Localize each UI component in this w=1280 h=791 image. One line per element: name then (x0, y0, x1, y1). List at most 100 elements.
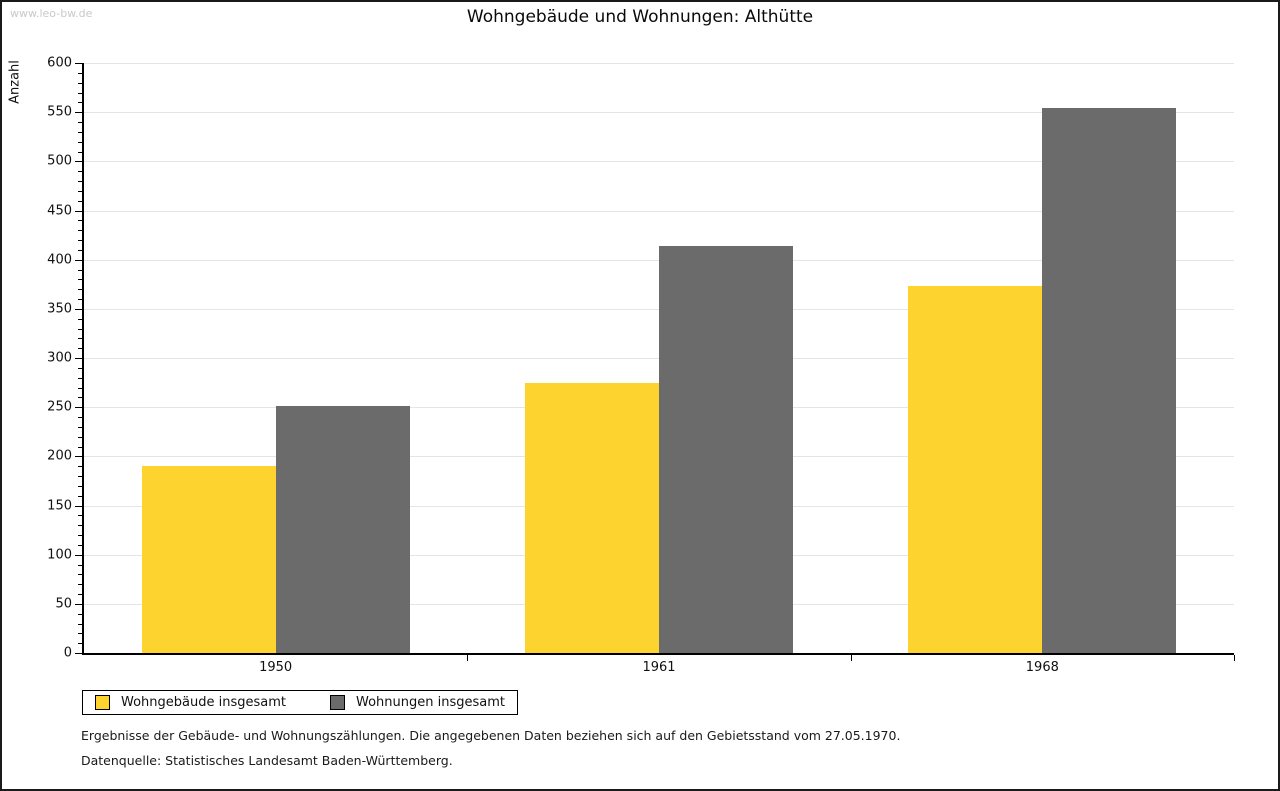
y-minor-tick (78, 417, 82, 418)
y-major-tick (75, 554, 82, 556)
legend: Wohngebäude insgesamt Wohnungen insgesamt (82, 690, 518, 715)
y-minor-tick (78, 594, 82, 595)
legend-item: Wohnungen insgesamt (330, 695, 505, 710)
y-minor-tick (78, 200, 82, 202)
y-minor-tick (78, 289, 82, 291)
y-minor-tick (78, 397, 82, 399)
y-minor-tick (78, 446, 82, 448)
y-minor-tick (78, 348, 82, 350)
y-major-tick (75, 210, 82, 212)
plot-area: 0 50 100 150 200 250 300 350 400 450 500 550 600 1950… (47, 56, 1235, 675)
y-major-tick (75, 407, 82, 409)
y-axis-title: Anzahl (7, 60, 23, 104)
y-minor-tick (78, 485, 82, 487)
footnote-line-1: Ergebnisse der Gebäude- und Wohnungszähl… (81, 728, 901, 743)
y-minor-tick (78, 328, 82, 330)
legend-item-label: Wohngebäude insgesamt (121, 695, 286, 710)
y-minor-tick (78, 535, 82, 536)
y-axis-line (82, 63, 84, 655)
y-minor-tick (78, 279, 82, 281)
y-tick-label: 250 (47, 399, 72, 415)
y-minor-tick (78, 466, 82, 468)
y-minor-tick (78, 387, 82, 389)
gridline (84, 210, 1234, 212)
y-minor-tick (78, 338, 82, 340)
y-major-tick (75, 259, 82, 261)
y-minor-tick (78, 171, 82, 173)
bar (908, 286, 1043, 653)
y-major-tick (75, 161, 82, 163)
y-minor-tick (78, 249, 82, 251)
y-minor-tick (78, 544, 82, 546)
y-minor-tick (78, 299, 82, 300)
x-category-label: 1968 (1025, 660, 1059, 675)
x-boundary-tick (1234, 655, 1235, 661)
footnote-line-2: Datenquelle: Statistisches Landesamt Bad… (81, 753, 453, 768)
y-tick-label: 100 (47, 547, 72, 563)
y-minor-tick (78, 564, 82, 566)
y-minor-tick (78, 92, 82, 94)
gridline (84, 161, 1234, 163)
gridline (84, 63, 1234, 64)
y-tick-label: 50 (55, 596, 72, 612)
y-minor-tick (78, 151, 82, 153)
y-minor-tick (78, 318, 82, 320)
y-minor-tick (78, 269, 82, 271)
legend-item: Wohngebäude insgesamt (95, 695, 286, 710)
bar (659, 245, 793, 653)
y-minor-tick (78, 623, 82, 625)
y-minor-tick (78, 82, 82, 84)
x-category-label: 1961 (642, 660, 676, 675)
y-major-tick (75, 603, 82, 605)
y-minor-tick (78, 643, 82, 645)
y-minor-tick (78, 633, 82, 635)
y-major-tick (75, 358, 82, 359)
y-minor-tick (78, 525, 82, 527)
y-minor-tick (78, 613, 82, 615)
y-minor-tick (78, 377, 82, 379)
bar (525, 382, 659, 653)
y-major-tick (75, 63, 82, 64)
y-minor-tick (78, 436, 82, 438)
x-boundary-tick (850, 655, 852, 661)
y-minor-tick (78, 190, 82, 192)
chart-title: Wohngebäude und Wohnungen: Althütte (466, 7, 814, 27)
bar (275, 406, 410, 653)
y-tick-label: 350 (47, 301, 72, 317)
legend-item-label: Wohnungen insgesamt (356, 695, 505, 710)
y-major-tick (75, 308, 82, 310)
y-minor-tick (78, 515, 82, 517)
x-axis-line (82, 653, 1234, 655)
y-major-tick (75, 112, 82, 114)
y-minor-tick (78, 574, 82, 576)
y-minor-tick (78, 367, 82, 369)
y-minor-tick (78, 240, 82, 241)
y-tick-label: 400 (47, 252, 72, 268)
y-minor-tick (78, 476, 82, 477)
y-minor-tick (78, 220, 82, 222)
y-tick-label: 200 (47, 448, 72, 464)
y-minor-tick (78, 72, 82, 74)
bar (1042, 108, 1177, 653)
watermark: www.leo-bw.de (10, 7, 93, 20)
x-category-label: 1950 (259, 660, 293, 675)
x-boundary-tick (467, 655, 469, 661)
y-minor-tick (78, 584, 82, 586)
y-tick-label: 300 (47, 350, 72, 366)
y-minor-tick (78, 230, 82, 232)
y-tick-label: 600 (47, 55, 72, 71)
y-tick-label: 450 (47, 203, 72, 218)
y-minor-tick (78, 495, 82, 497)
legend-swatch (95, 695, 110, 710)
y-tick-label: 0 (63, 645, 72, 661)
y-minor-tick (78, 131, 82, 133)
y-major-tick (75, 653, 82, 654)
y-minor-tick (78, 102, 82, 104)
y-minor-tick (78, 181, 82, 182)
y-minor-tick (78, 141, 82, 143)
bar (141, 466, 276, 653)
y-tick-label: 500 (47, 153, 72, 169)
legend-swatch (330, 695, 345, 710)
gridline (84, 112, 1234, 114)
